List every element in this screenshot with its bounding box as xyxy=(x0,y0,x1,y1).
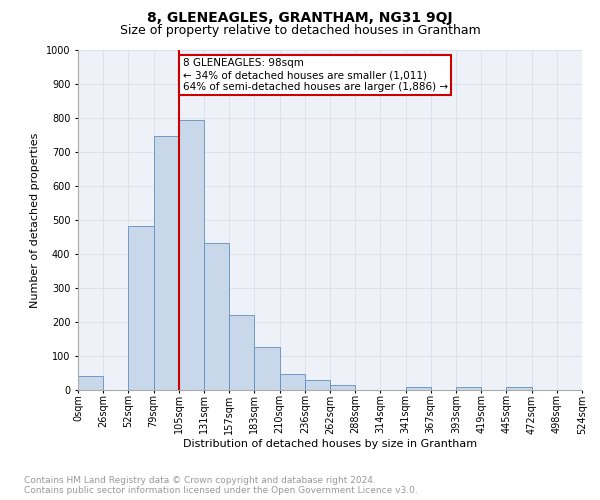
Bar xyxy=(128,226,154,390)
Bar xyxy=(179,120,204,390)
Text: Size of property relative to detached houses in Grantham: Size of property relative to detached ho… xyxy=(119,24,481,37)
Bar xyxy=(154,136,179,390)
Y-axis label: Number of detached properties: Number of detached properties xyxy=(31,132,40,308)
Bar xyxy=(330,384,355,390)
Bar xyxy=(280,374,305,390)
Bar xyxy=(305,380,330,390)
Text: 8 GLENEAGLES: 98sqm
← 34% of detached houses are smaller (1,011)
64% of semi-det: 8 GLENEAGLES: 98sqm ← 34% of detached ho… xyxy=(182,58,448,92)
Bar xyxy=(506,388,532,390)
Bar xyxy=(456,388,481,390)
Text: Contains HM Land Registry data © Crown copyright and database right 2024.
Contai: Contains HM Land Registry data © Crown c… xyxy=(24,476,418,495)
Bar xyxy=(229,315,254,390)
Text: 8, GLENEAGLES, GRANTHAM, NG31 9QJ: 8, GLENEAGLES, GRANTHAM, NG31 9QJ xyxy=(147,11,453,25)
Bar xyxy=(204,243,229,390)
Bar xyxy=(406,388,431,390)
Bar xyxy=(78,376,103,390)
X-axis label: Distribution of detached houses by size in Grantham: Distribution of detached houses by size … xyxy=(183,439,477,449)
Bar xyxy=(254,347,280,390)
